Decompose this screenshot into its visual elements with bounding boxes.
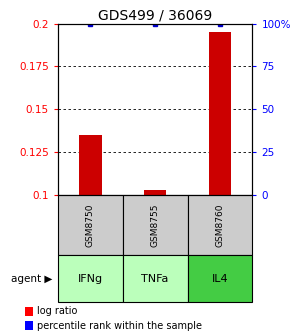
Text: GSM8755: GSM8755 bbox=[151, 203, 160, 247]
Text: log ratio: log ratio bbox=[37, 306, 77, 317]
Bar bbox=[25, 307, 33, 316]
Bar bbox=[188, 195, 252, 255]
Bar bbox=[25, 322, 33, 330]
Text: IL4: IL4 bbox=[212, 274, 228, 284]
Text: TNFa: TNFa bbox=[142, 274, 169, 284]
Text: GSM8750: GSM8750 bbox=[86, 203, 95, 247]
Bar bbox=[58, 195, 123, 255]
Bar bbox=[188, 255, 252, 302]
Text: GSM8760: GSM8760 bbox=[215, 203, 224, 247]
Bar bbox=[123, 255, 188, 302]
Text: IFNg: IFNg bbox=[78, 274, 103, 284]
Bar bbox=[144, 190, 166, 195]
Bar bbox=[123, 195, 188, 255]
Text: agent ▶: agent ▶ bbox=[11, 274, 52, 284]
Bar bbox=[79, 135, 102, 195]
Title: GDS499 / 36069: GDS499 / 36069 bbox=[98, 8, 212, 23]
Bar bbox=[58, 255, 123, 302]
Text: percentile rank within the sample: percentile rank within the sample bbox=[37, 321, 202, 331]
Bar bbox=[209, 32, 231, 195]
